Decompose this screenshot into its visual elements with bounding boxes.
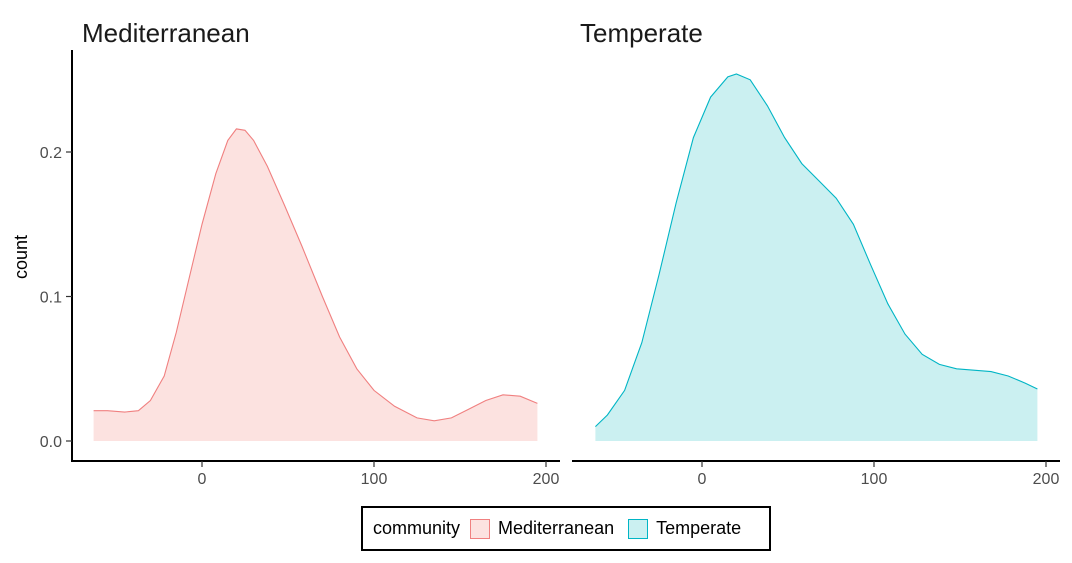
y-axis-title: count xyxy=(11,235,31,279)
panel-title: Mediterranean xyxy=(82,18,250,48)
density-line xyxy=(93,128,538,422)
x-tick-label: 200 xyxy=(533,471,560,488)
x-tick-label: 0 xyxy=(698,471,707,488)
x-tick-label: 0 xyxy=(198,471,207,488)
x-tick-label: 100 xyxy=(861,471,888,488)
density-area xyxy=(93,128,538,441)
panel-temperate: Temperate 0 100 200 xyxy=(572,18,1060,488)
panel-title: Temperate xyxy=(580,18,703,48)
density-area xyxy=(595,74,1038,441)
density-line xyxy=(595,73,1038,427)
legend-title: community xyxy=(373,518,461,538)
x-tick-label: 200 xyxy=(1033,471,1060,488)
y-tick-label: 0.0 xyxy=(40,434,62,451)
legend: community Mediterranean Temperate xyxy=(361,506,771,551)
legend-key-temperate xyxy=(628,518,649,539)
legend-key-mediterranean xyxy=(470,518,491,539)
panel-mediterranean: Mediterranean 0 100 200 0.0 0.1 0.2 xyxy=(40,18,560,488)
x-tick-label: 100 xyxy=(361,471,388,488)
legend-label-temperate: Temperate xyxy=(656,518,742,538)
y-tick-label: 0.1 xyxy=(40,290,62,307)
legend-label-mediterranean: Mediterranean xyxy=(498,518,615,538)
y-tick-label: 0.2 xyxy=(40,145,62,162)
facet-panels: Mediterranean 0 100 200 0.0 0.1 0.2 Temperate 0 1… xyxy=(40,18,1060,488)
